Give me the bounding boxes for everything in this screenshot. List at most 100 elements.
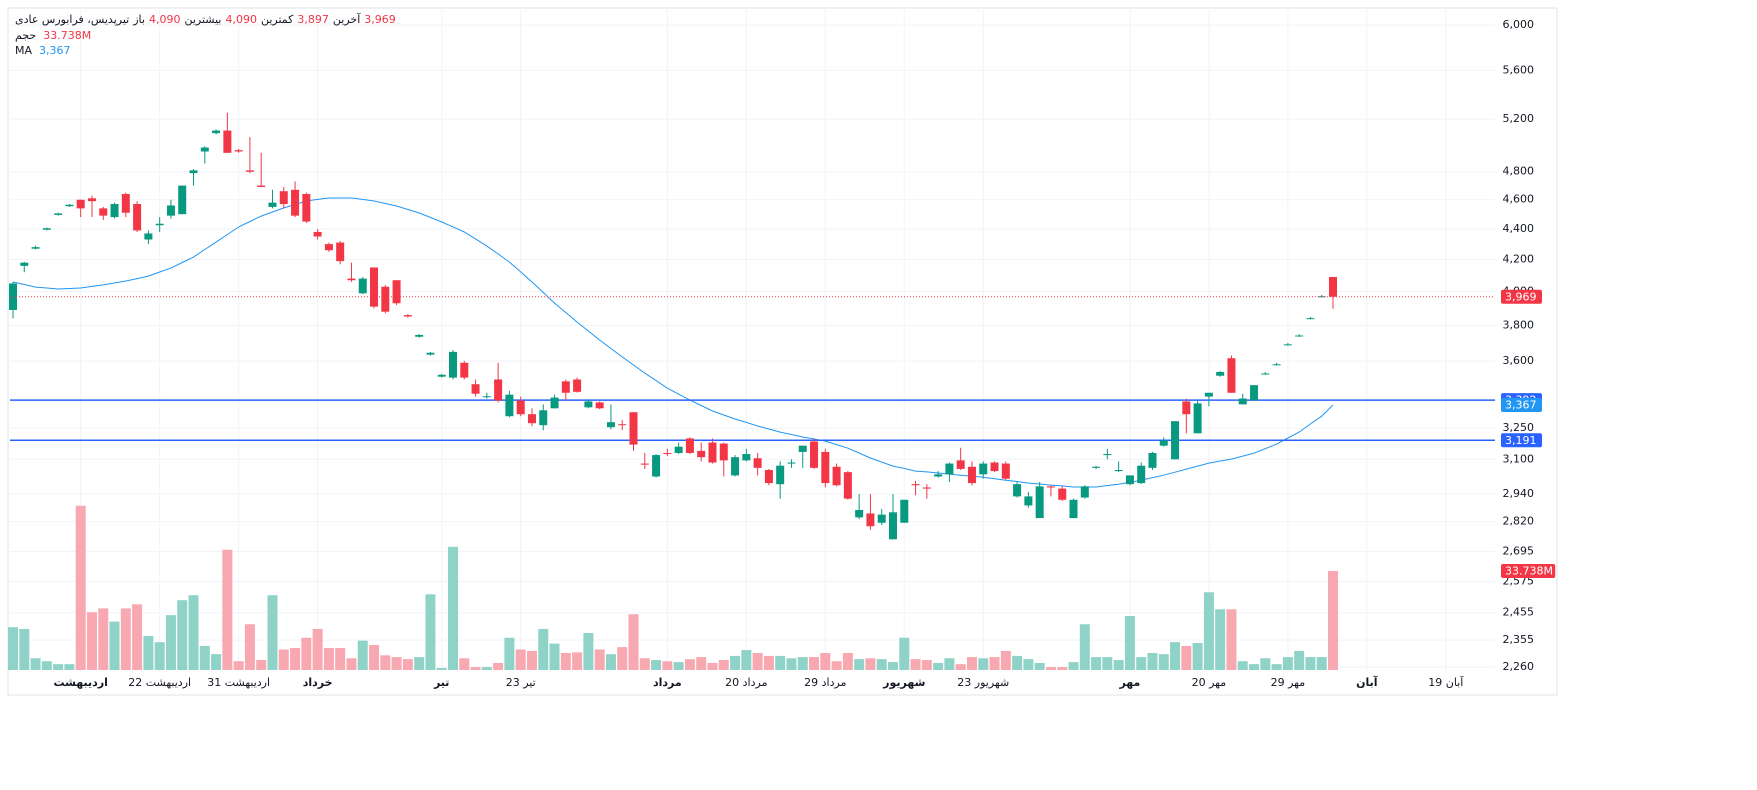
candle-body	[31, 247, 40, 249]
x-tick-label: خرداد	[303, 676, 333, 689]
volume-bar	[786, 658, 797, 670]
candle-body	[1058, 488, 1067, 500]
candle-body	[42, 228, 51, 230]
candle-body	[1013, 484, 1022, 497]
candle-body	[189, 170, 198, 174]
volume-bar	[617, 647, 628, 670]
volume-bar	[651, 660, 662, 670]
volume-bar	[312, 628, 323, 670]
volume-bar	[470, 667, 481, 670]
candle-body	[358, 278, 367, 294]
y-tick-label: 2,820	[1503, 515, 1535, 528]
x-tick-label: 29 مرداد	[804, 676, 846, 689]
last-price-tag-bg	[1501, 289, 1542, 304]
candle-body	[527, 414, 536, 424]
candle-body	[448, 351, 457, 378]
volume-bar	[763, 655, 774, 670]
candle-body	[482, 396, 491, 398]
volume-bar	[154, 642, 165, 670]
candle-body	[810, 441, 819, 468]
candle-body	[257, 185, 266, 187]
stat-name: بیشترین	[184, 13, 222, 26]
x-tick-label: 20 مهر	[1192, 676, 1227, 689]
volume-bar	[459, 658, 470, 670]
candle-body	[324, 244, 333, 251]
volume-bar	[120, 608, 131, 670]
stat-value: 3,897	[297, 13, 329, 26]
candle-body	[121, 194, 130, 213]
x-tick-label: 23 شهریور	[957, 676, 1009, 689]
candle-body	[99, 208, 108, 216]
volume-bar	[1091, 657, 1102, 670]
volume-bar	[718, 660, 729, 670]
ma-line	[12, 197, 1334, 488]
level-tag-bg	[1501, 433, 1542, 448]
volume-name: حجم	[15, 29, 37, 42]
volume-bar	[820, 652, 831, 670]
candle-body	[1295, 335, 1304, 337]
candle-body	[200, 147, 209, 152]
volume-bar	[19, 628, 30, 670]
volume-bar	[572, 652, 583, 670]
candle-body	[787, 462, 796, 464]
y-tick-label: 6,000	[1503, 18, 1535, 31]
volume-bar	[696, 657, 707, 670]
candle-body	[685, 438, 694, 453]
candle-body	[370, 267, 379, 307]
candle-body	[54, 213, 63, 215]
volume-bar	[1192, 643, 1203, 670]
legend-line-volume: حجم 33.738M	[15, 29, 91, 42]
candle-body	[1272, 364, 1281, 366]
volume-bar	[64, 664, 75, 670]
candle-body	[979, 463, 988, 475]
volume-bar	[301, 637, 312, 670]
candle-body	[20, 262, 29, 266]
candle-body	[403, 315, 412, 317]
volume-bar	[752, 652, 763, 670]
volume-bar	[1012, 655, 1023, 670]
volume-bar	[560, 652, 571, 670]
volume-bar	[1034, 662, 1045, 670]
volume-bar	[493, 662, 504, 670]
candle-body	[652, 455, 661, 477]
candle-body	[155, 223, 164, 226]
candle-body	[87, 198, 96, 202]
y-tick-label: 2,455	[1503, 606, 1535, 619]
volume-bar	[594, 649, 605, 670]
volume-bar	[797, 657, 808, 670]
candle-body	[426, 352, 435, 355]
legend-line-ma: MA 3,367	[15, 44, 71, 57]
volume-bar	[132, 604, 143, 670]
volume-bar	[1327, 571, 1338, 670]
y-tick-label: 2,940	[1503, 487, 1535, 500]
volume-bar	[1316, 657, 1327, 670]
ma-name: MA	[15, 44, 33, 57]
candle-body	[302, 194, 311, 222]
volume-bar	[628, 614, 639, 670]
candle-body	[133, 204, 142, 231]
stat-name: کمترین	[260, 13, 294, 26]
volume-bar	[75, 505, 86, 670]
x-tick-label: شهریور	[882, 676, 925, 689]
y-tick-label: 5,200	[1503, 112, 1535, 125]
candle-body	[922, 487, 931, 489]
candle-body	[460, 362, 469, 378]
candle-body	[1261, 373, 1270, 375]
candle-body	[967, 466, 976, 484]
candle-body	[471, 384, 480, 394]
volume-bar	[1000, 650, 1011, 670]
volume-bar	[1023, 659, 1034, 670]
candle-body	[708, 442, 717, 463]
volume-tag-bg	[1501, 564, 1556, 579]
volume-bar	[1158, 654, 1169, 670]
volume-bar	[989, 657, 1000, 670]
candle-body	[539, 410, 548, 426]
volume-bar	[1226, 609, 1237, 670]
volume-bar	[673, 662, 684, 670]
stat-name: باز	[133, 13, 145, 26]
candle-body	[697, 450, 706, 458]
candle-body	[764, 470, 773, 484]
volume-bar	[1181, 645, 1192, 670]
y-tick-label: 3,800	[1503, 318, 1535, 331]
